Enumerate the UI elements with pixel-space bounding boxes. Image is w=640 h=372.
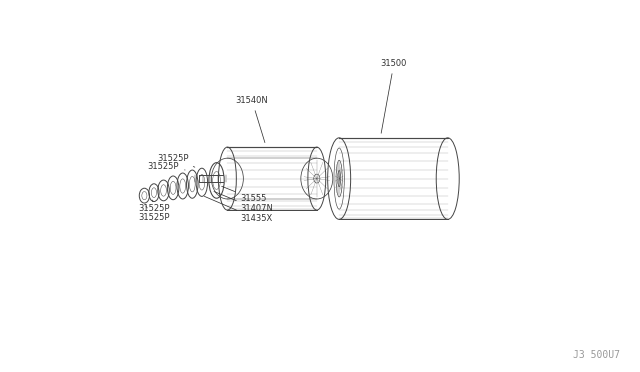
Text: J3 500U7: J3 500U7	[573, 350, 620, 360]
Text: 31525P: 31525P	[157, 154, 195, 167]
Text: 31407N: 31407N	[214, 192, 273, 214]
Text: 31555: 31555	[221, 186, 266, 203]
Text: 31525P: 31525P	[138, 206, 170, 222]
Text: 31525P: 31525P	[138, 200, 170, 214]
Text: 31540N: 31540N	[236, 96, 268, 142]
Text: 31435X: 31435X	[204, 196, 273, 223]
Text: 31500: 31500	[381, 59, 407, 133]
Text: 31525P: 31525P	[148, 162, 185, 171]
